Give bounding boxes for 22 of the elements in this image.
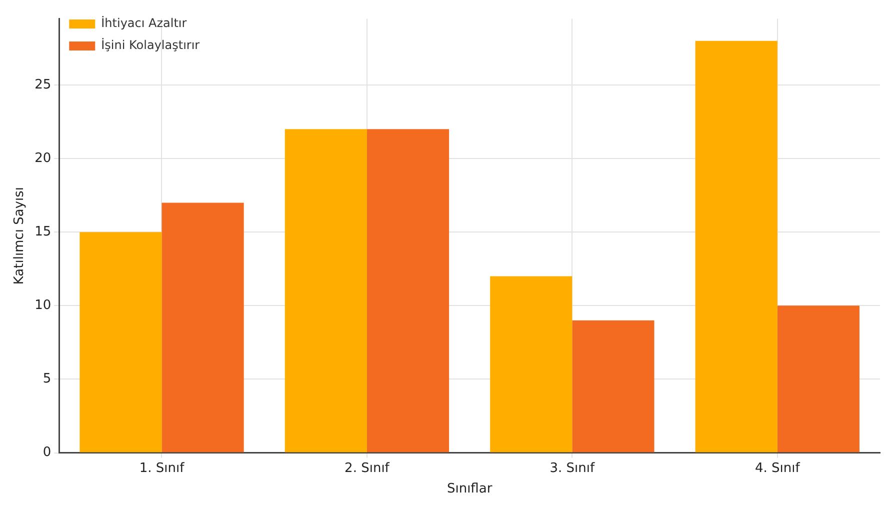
bar bbox=[777, 306, 860, 452]
legend-label: İşini Kolaylaştırır bbox=[101, 38, 200, 52]
bar bbox=[162, 202, 244, 452]
bar bbox=[284, 129, 367, 452]
x-tick-label: 1. Sınıf bbox=[139, 460, 185, 476]
y-tick-label: 5 bbox=[42, 372, 52, 387]
y-tick-label: 15 bbox=[34, 224, 52, 240]
bar bbox=[572, 320, 654, 452]
bar bbox=[366, 129, 450, 452]
bar bbox=[490, 276, 572, 452]
y-axis-title: Katılımcı Sayısı bbox=[12, 186, 28, 285]
x-tick-label: 2. Sınıf bbox=[344, 460, 390, 476]
y-tick-label: 25 bbox=[34, 77, 52, 92]
x-axis-title: Sınıflar bbox=[446, 482, 493, 497]
x-tick-label: 3. Sınıf bbox=[550, 460, 596, 476]
bar bbox=[695, 40, 778, 452]
y-tick-label: 20 bbox=[34, 150, 52, 166]
legend-label: İhtiyacı Azaltır bbox=[101, 16, 187, 30]
y-tick-label: 10 bbox=[34, 298, 52, 314]
x-tick-label: 4. Sınıf bbox=[754, 460, 800, 476]
y-tick-label: 0 bbox=[42, 445, 52, 460]
bar bbox=[80, 232, 162, 452]
